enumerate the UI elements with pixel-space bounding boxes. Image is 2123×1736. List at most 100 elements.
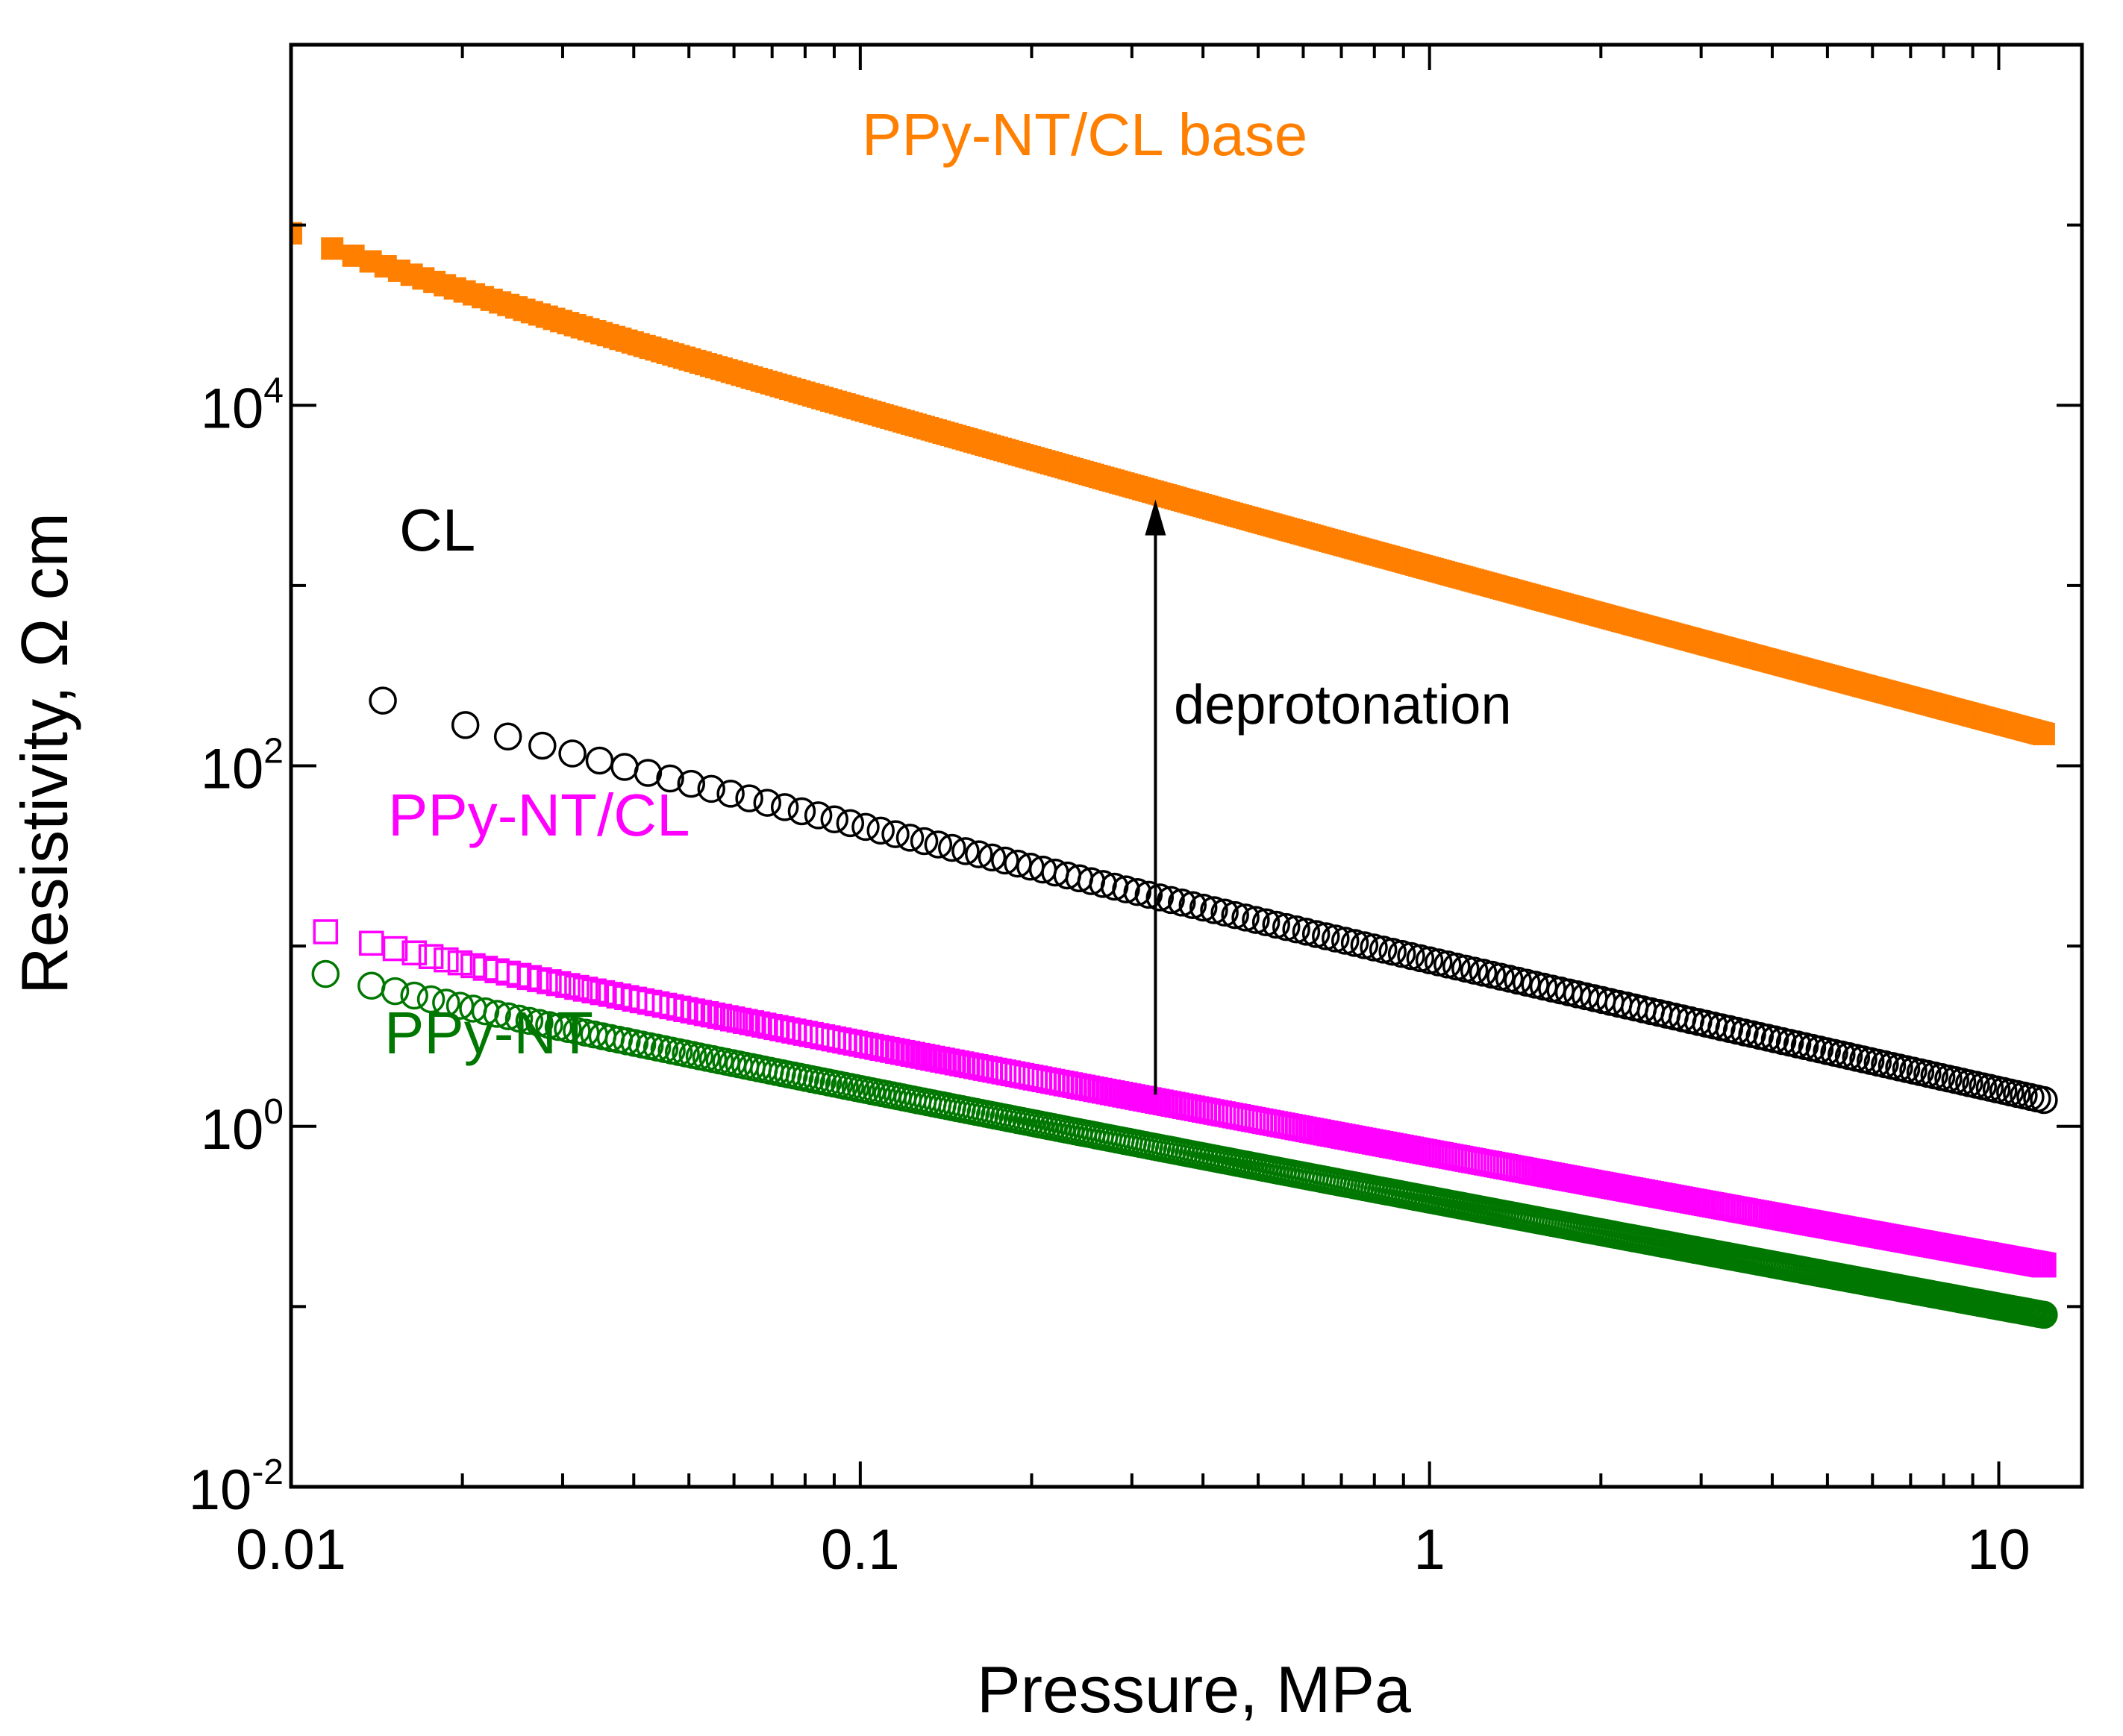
data-point	[535, 1011, 563, 1039]
data-point	[1469, 959, 1498, 987]
data-point	[610, 753, 639, 781]
y-tick-labels: 10-2 100 102 104	[189, 371, 284, 1522]
data-point	[753, 789, 782, 817]
data-point	[991, 846, 1019, 875]
data-point	[924, 830, 953, 859]
data-point	[851, 812, 880, 842]
data-point	[770, 793, 799, 821]
data-point	[659, 994, 684, 1020]
data-point	[400, 981, 428, 1010]
data-point	[866, 816, 895, 845]
data-point	[527, 967, 552, 992]
data-point	[558, 739, 587, 768]
data-point	[895, 824, 925, 852]
data-point	[1168, 889, 1196, 917]
data-point	[311, 959, 340, 988]
y-tick-label: 10-2	[189, 1453, 284, 1522]
data-point	[1178, 891, 1207, 919]
data-marks	[291, 222, 2058, 1329]
data-point	[735, 784, 763, 812]
data-point	[381, 977, 410, 1006]
data-point	[2030, 1085, 2058, 1115]
data-point	[910, 827, 939, 856]
data-point	[804, 801, 833, 830]
data-point	[1282, 915, 1310, 944]
data-point	[2031, 1252, 2057, 1278]
series-ppy-nt-cl	[313, 919, 2057, 1278]
data-point	[451, 711, 480, 739]
data-point	[1442, 952, 1471, 981]
annotation-deprotonation: deprotonation	[1174, 674, 1512, 736]
data-point	[1292, 918, 1321, 946]
data-point	[544, 1012, 573, 1041]
data-point	[1350, 931, 1379, 959]
data-point	[634, 759, 663, 787]
data-point	[1340, 929, 1369, 957]
data-point	[2030, 1300, 2058, 1329]
data-point	[673, 997, 698, 1022]
data-point	[1378, 938, 1407, 966]
series-ppy-nt	[311, 959, 2058, 1329]
data-point	[1123, 878, 1152, 906]
arrow-head-icon	[1145, 499, 1166, 536]
x-tick-labels: 0.01 0.1 1 10	[236, 1518, 2030, 1582]
data-point	[581, 978, 607, 1004]
data-point	[787, 797, 816, 826]
data-point	[418, 944, 444, 969]
data-point	[1460, 956, 1489, 985]
x-axis-title: Pressure, MPa	[977, 1652, 1411, 1726]
data-point	[471, 997, 500, 1026]
data-point	[537, 969, 562, 994]
data-point	[416, 985, 445, 1014]
data-point	[1433, 950, 1462, 979]
data-point	[1200, 896, 1228, 924]
data-point	[401, 940, 427, 966]
data-point	[1251, 908, 1281, 937]
data-point	[494, 1002, 522, 1030]
x-tick-label: 0.1	[821, 1518, 900, 1582]
x-tick-label: 10	[1967, 1518, 2030, 1582]
data-point	[1210, 898, 1239, 927]
data-point	[1272, 912, 1301, 941]
data-point	[1134, 880, 1163, 909]
data-point	[525, 1009, 554, 1037]
data-point	[1301, 920, 1331, 948]
series-cl	[369, 686, 2058, 1115]
data-point	[382, 936, 408, 962]
data-point	[978, 843, 1007, 872]
series-ppy-nt-cl-base	[291, 222, 2055, 745]
deprotonation-arrow	[1145, 499, 1166, 1095]
data-point	[1231, 903, 1260, 932]
data-point	[1360, 933, 1388, 962]
data-point	[598, 982, 624, 1007]
data-point	[951, 837, 980, 865]
data-point	[693, 1001, 719, 1027]
data-point	[359, 930, 384, 956]
data-point	[938, 833, 966, 862]
data-point	[1189, 893, 1218, 922]
data-point	[1397, 941, 1425, 971]
data-point	[881, 820, 910, 848]
data-point	[680, 998, 706, 1024]
series-label-cl: CL	[399, 497, 475, 563]
y-axis-title: Resistivity, Ω cm	[7, 513, 81, 994]
data-point	[1331, 927, 1360, 955]
data-point	[1387, 939, 1416, 968]
data-point	[515, 1006, 544, 1035]
x-tick-label: 0.01	[236, 1518, 346, 1582]
data-point	[321, 237, 344, 260]
data-point	[357, 971, 386, 1000]
data-point	[700, 1002, 726, 1028]
data-point	[483, 1000, 511, 1028]
data-point	[572, 977, 598, 1002]
data-point	[313, 919, 339, 944]
data-point	[590, 980, 616, 1006]
data-point	[447, 950, 473, 976]
data-point	[1221, 900, 1249, 930]
y-tick-label: 100	[201, 1092, 284, 1162]
data-point	[677, 769, 706, 798]
data-point	[1322, 924, 1350, 953]
data-point	[1145, 883, 1175, 912]
data-point	[666, 995, 692, 1021]
